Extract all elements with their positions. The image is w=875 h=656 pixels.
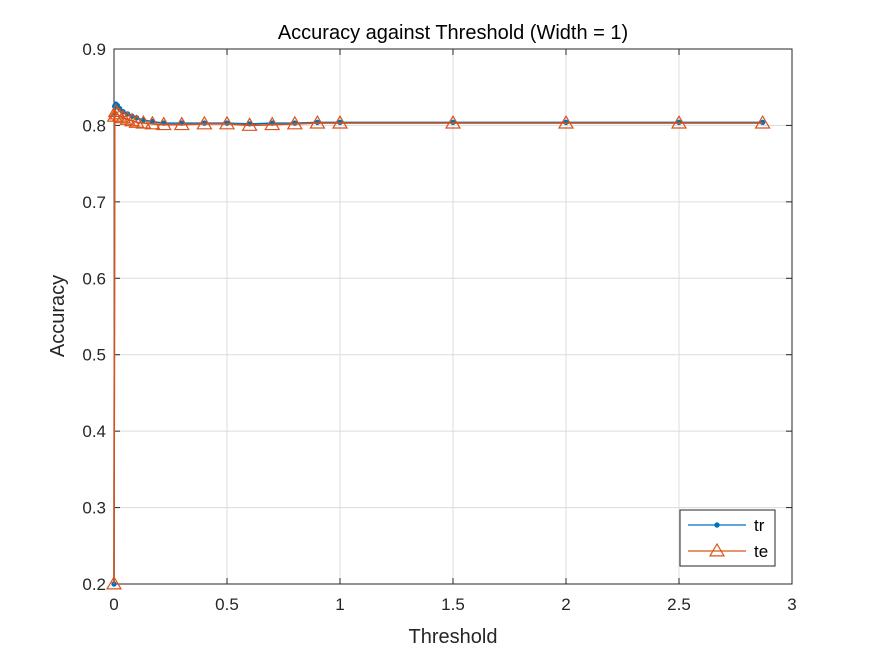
x-tick-label: 3: [787, 595, 796, 614]
data-point-te: [241, 117, 258, 131]
legend: tr te: [679, 509, 776, 567]
chart-title: Accuracy against Threshold (Width = 1): [278, 22, 628, 44]
data-point-te: [144, 115, 161, 130]
x-axis-title: Threshold: [409, 626, 498, 648]
data-point-te: [754, 114, 771, 129]
data-point-te: [119, 111, 136, 125]
data-point-te: [135, 114, 152, 129]
legend-marker-tr: [714, 522, 720, 528]
y-tick-label: 0.3: [82, 499, 106, 518]
data-point-te: [109, 105, 126, 120]
legend-label-te: te: [754, 542, 768, 561]
series-te: [105, 103, 771, 590]
data-point-te: [111, 108, 128, 122]
series-line-te: [113, 109, 763, 585]
data-point-te: [196, 115, 213, 130]
x-tick-label: 0.5: [215, 595, 239, 614]
data-series: [105, 101, 771, 590]
y-axis-title: Accuracy: [47, 275, 69, 357]
y-tick-label: 0.8: [82, 116, 106, 135]
data-point-te: [218, 115, 236, 130]
x-tick-label: 1.5: [441, 595, 465, 614]
axis-ticks: 0 0.5 1 1.5 2 2.5 3 0.2 0.3 0.4 0.5 0.6 0.7 0.8 0.9: [82, 40, 796, 614]
y-tick-label: 0.2: [82, 575, 106, 594]
x-tick-label: 2.5: [667, 595, 691, 614]
data-point-te: [173, 116, 190, 131]
data-point-te: [105, 575, 123, 590]
data-point-te: [309, 114, 326, 129]
x-tick-label: 1: [335, 595, 344, 614]
data-point-te: [557, 114, 575, 129]
data-point-te: [114, 109, 132, 124]
y-tick-label: 0.9: [82, 40, 106, 59]
x-tick-label: 2: [561, 595, 570, 614]
legend-box: [679, 509, 776, 567]
x-tick-label: 0: [109, 595, 118, 614]
y-tick-label: 0.5: [82, 346, 106, 365]
y-tick-label: 0.6: [82, 269, 106, 288]
data-point-te: [331, 114, 349, 129]
legend-marker-te: [708, 542, 726, 557]
data-point-te: [124, 112, 141, 127]
legend-label-tr: tr: [754, 516, 765, 535]
data-point-te: [670, 114, 688, 129]
y-tick-label: 0.4: [82, 422, 106, 441]
y-tick-label: 0.7: [82, 193, 106, 212]
data-point-te: [155, 116, 172, 131]
data-point-te: [264, 116, 281, 131]
data-point-te: [286, 115, 303, 130]
data-point-te: [444, 114, 462, 129]
